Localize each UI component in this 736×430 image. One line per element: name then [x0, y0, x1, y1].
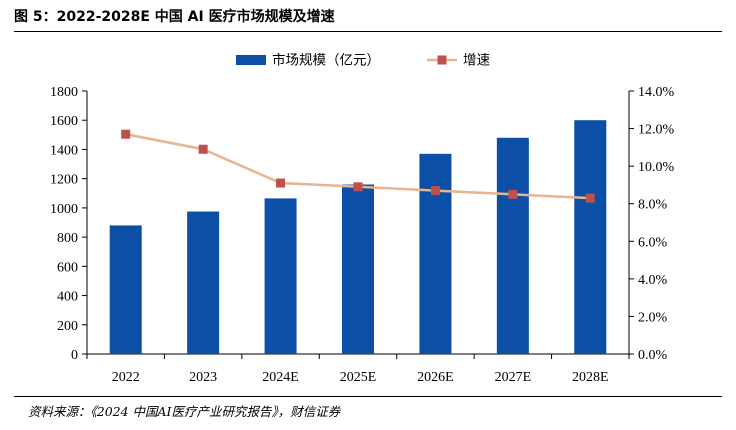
- bar: [342, 184, 374, 354]
- x-tick-label: 2025E: [340, 370, 377, 385]
- y-left-tick-label: 1800: [50, 85, 78, 100]
- y-right-tick-label: 12.0%: [638, 123, 675, 138]
- bar: [264, 198, 297, 354]
- y-left-tick-label: 0: [71, 348, 78, 363]
- x-tick-label: 2027E: [495, 370, 532, 385]
- bar: [187, 211, 220, 354]
- x-tick-label: 2026E: [417, 370, 454, 385]
- growth-point: [585, 193, 595, 203]
- y-left-tick-label: 1600: [50, 114, 78, 129]
- legend-bar-swatch: [236, 55, 266, 65]
- x-tick-label: 2022: [112, 370, 140, 385]
- legend: 市场规模（亿元） 增速: [236, 52, 490, 69]
- y-left-tick-label: 600: [57, 260, 78, 275]
- y-right-tick-label: 10.0%: [638, 160, 675, 175]
- y-right-tick-label: 4.0%: [638, 273, 668, 288]
- legend-line-label: 增速: [463, 53, 490, 69]
- growth-line: [121, 129, 595, 203]
- y-left-tick-label: 200: [57, 319, 78, 334]
- x-tick-label: 2023: [189, 370, 217, 385]
- tick-labels: 0 200 400 600 800 1000 1200 1400 1600 1800 0.0% 2.0…: [50, 85, 675, 385]
- figure-title: 图 5：2022-2028E 中国 AI 医疗市场规模及增速: [14, 9, 335, 25]
- y-left-tick-label: 400: [57, 290, 78, 305]
- legend-bar-label: 市场规模（亿元）: [272, 52, 380, 69]
- y-left-tick-label: 1000: [50, 202, 78, 217]
- y-right-tick-label: 6.0%: [638, 235, 668, 250]
- y-right-tick-label: 2.0%: [638, 310, 668, 325]
- growth-point: [430, 186, 440, 196]
- growth-point: [508, 189, 518, 199]
- y-right-tick-label: 8.0%: [638, 198, 668, 213]
- y-right-tick-label: 14.0%: [638, 85, 675, 100]
- y-left-tick-label: 800: [57, 231, 78, 246]
- source-note: 资料来源：《2024 中国AI医疗产业研究报告》，财信证券: [28, 404, 341, 419]
- growth-point: [276, 178, 286, 188]
- bar: [109, 225, 142, 354]
- footer-rule: [14, 396, 722, 397]
- bar: [574, 120, 607, 354]
- bars: [109, 120, 607, 354]
- chart: 市场规模（亿元） 增速 0 200 400 600 800 1000 1200 1400 160…: [50, 52, 675, 386]
- growth-point: [198, 144, 208, 154]
- y-left-tick-label: 1400: [50, 143, 78, 158]
- growth-point: [353, 182, 363, 192]
- bar: [419, 153, 452, 354]
- y-right-tick-label: 0.0%: [638, 348, 668, 363]
- bar: [496, 137, 529, 354]
- x-tick-label: 2024E: [262, 370, 299, 385]
- legend-line-marker: [437, 55, 447, 65]
- x-tick-label: 2028E: [572, 370, 609, 385]
- y-left-tick-label: 1200: [50, 173, 78, 188]
- growth-point: [121, 129, 131, 139]
- title-rule: [14, 31, 722, 32]
